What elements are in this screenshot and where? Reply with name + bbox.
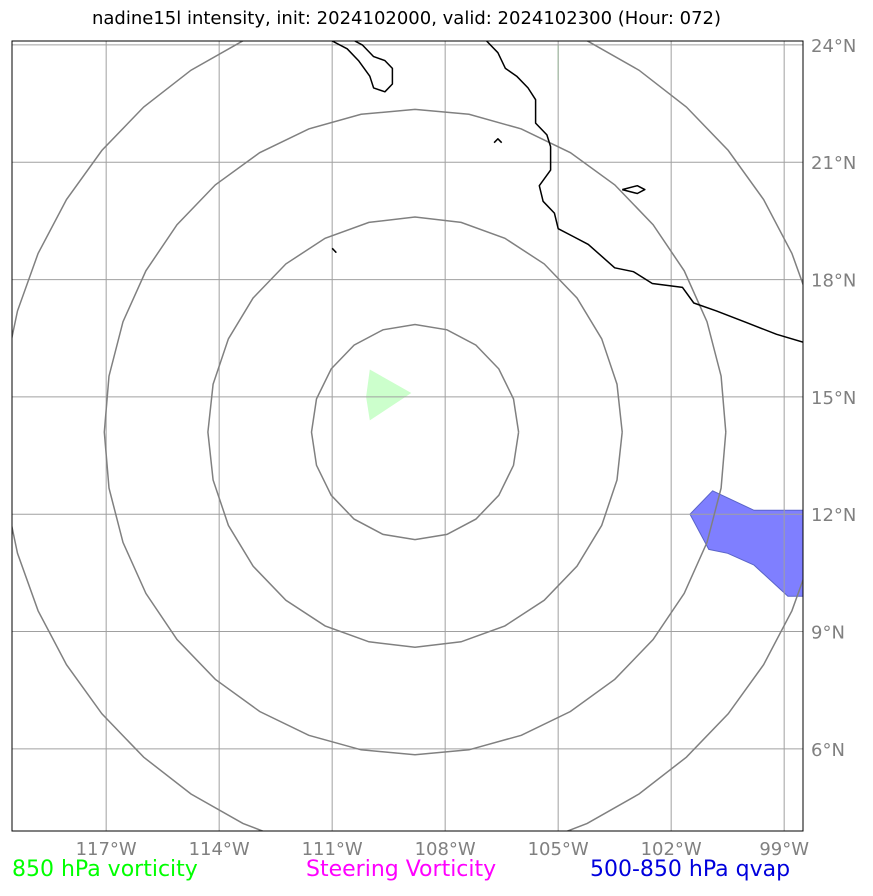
map-title: nadine15l intensity, init: 2024102000, v…: [91, 8, 722, 29]
coastline-1: [486, 41, 803, 343]
tick-labels: 117°W 114°W 111°W 108°W 105°W 102°W 99°W 24°N 21…: [76, 36, 857, 860]
range-ring-1: [310, 323, 520, 541]
fill-layer: [366, 44, 803, 597]
lat-tick-label: 18°N: [811, 271, 856, 292]
lon-tick-label: 99°W: [759, 839, 809, 860]
lon-tick-label: 114°W: [189, 839, 250, 860]
gridlines: [12, 41, 803, 831]
coastline-4: [331, 247, 337, 253]
coastline-3: [622, 184, 646, 195]
lat-tick-label: 9°N: [811, 623, 845, 644]
coastline-2: [493, 138, 503, 144]
coastline-0: [331, 41, 394, 93]
lat-tick-label: 21°N: [811, 153, 856, 174]
legend-850-vorticity: 850 hPa vorticity: [12, 857, 198, 882]
map-frame: [11, 40, 804, 832]
vorticity-850-area-0: [366, 369, 412, 421]
range-ring-2: [207, 216, 623, 648]
lon-tick-label: 117°W: [76, 839, 137, 860]
legend-steering-vorticity: Steering Vorticity: [306, 857, 497, 882]
lat-tick-label: 6°N: [811, 740, 845, 761]
lon-tick-label: 108°W: [415, 839, 476, 860]
lon-tick-label: 105°W: [528, 839, 589, 860]
coastlines: [331, 41, 803, 343]
lon-tick-label: 102°W: [641, 839, 702, 860]
lat-tick-label: 15°N: [811, 388, 856, 409]
legend-qvap: 500-850 hPa qvap: [590, 857, 791, 882]
range-ring-3: [103, 108, 727, 756]
lat-tick-label: 24°N: [811, 36, 856, 57]
qvap-area-0: [689, 490, 803, 597]
range-ring-4: [12, 41, 803, 831]
range-rings: [12, 41, 803, 831]
lat-tick-label: 12°N: [811, 505, 856, 526]
lon-tick-label: 111°W: [302, 839, 363, 860]
